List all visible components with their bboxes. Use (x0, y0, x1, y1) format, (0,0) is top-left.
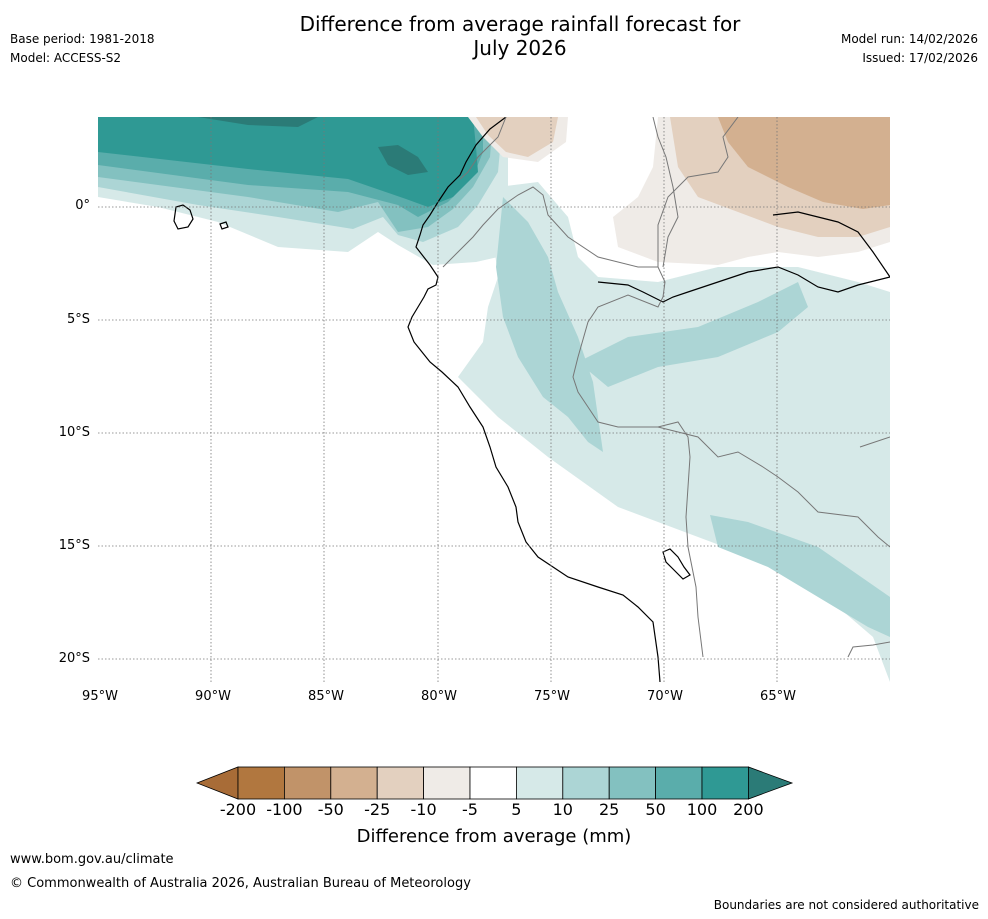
lake-titicaca (662, 548, 691, 580)
colorbar-tick-label: -10 (410, 800, 437, 819)
lon-label-85w: 85°W (308, 689, 344, 704)
colorbar-tick-label: 25 (599, 800, 620, 819)
title-line-1: Difference from average rainfall forecas… (299, 12, 741, 36)
colorbar-tick-label: 5 (511, 800, 522, 819)
lon-label-90w: 90°W (195, 689, 231, 704)
lon-label-65w: 65°W (760, 689, 796, 704)
contour-wet-10-25-south (496, 197, 890, 637)
graticule (98, 117, 890, 682)
colorbar-tick-label: 10 (552, 800, 573, 819)
lon-label-80w: 80°W (421, 689, 457, 704)
lon-label-95w: 95°W (82, 689, 118, 704)
colorbar-swatch (655, 766, 703, 800)
meta-left: Base period: 1981-2018 Model: ACCESS-S2 (10, 30, 155, 68)
colorbar-swatch (237, 766, 285, 800)
colorbar-swatch (284, 766, 332, 800)
contour-wet-100-200-nw (98, 117, 478, 207)
base-period: Base period: 1981-2018 (10, 32, 155, 46)
colorbar-tick-label: 50 (645, 800, 666, 819)
lon-label-70w: 70°W (647, 689, 683, 704)
galapagos-island-1 (173, 204, 194, 230)
national-borders (442, 117, 890, 658)
lat-label-0: 0° (75, 198, 90, 213)
colorbar-tick-label: -100 (266, 800, 303, 819)
colorbar-swatch (330, 766, 378, 800)
colorbar-tick-label: -5 (462, 800, 478, 819)
galapagos-island-2 (219, 221, 229, 230)
lat-label-10s: 10°S (58, 425, 90, 440)
lon-label-75w: 75°W (534, 689, 570, 704)
model-run: Model run: 14/02/2026 (840, 32, 978, 46)
colorbar-tick-label: 100 (686, 800, 718, 819)
colorbar-svg (195, 766, 794, 800)
colorbar-tick-label: -25 (364, 800, 391, 819)
footer-url[interactable]: www.bom.gov.au/climate (10, 852, 174, 867)
colorbar-swatch (701, 766, 749, 800)
colorbar-swatch-below-min (195, 766, 239, 800)
contour-dry-25-50-north (718, 117, 890, 209)
colorbar-swatch-above-max (748, 766, 794, 800)
footer-disclaimer: Boundaries are not considered authoritat… (713, 898, 979, 912)
lat-label-5s: 5°S (66, 312, 90, 327)
contour-wet-200plus-nw (198, 117, 428, 175)
colorbar-swatch (423, 766, 471, 800)
amazon-delta (772, 211, 890, 278)
colorbar (195, 766, 794, 800)
coastline-south-america (407, 117, 661, 682)
rainfall-map-svg (98, 117, 890, 682)
map-title: Difference from average rainfall forecas… (230, 12, 810, 60)
colorbar-swatch (608, 766, 657, 800)
title-line-2: July 2026 (473, 36, 567, 60)
colorbar-swatch (376, 766, 424, 800)
colorbar-title: Difference from average (mm) (356, 826, 632, 847)
amazon-river (597, 266, 890, 303)
colorbar-tick-label: 200 (733, 800, 764, 819)
issued-date: Issued: 17/02/2026 (862, 51, 978, 65)
meta-right: Model run: 14/02/2026 Issued: 17/02/2026 (841, 30, 978, 68)
lat-label-15s: 15°S (58, 538, 90, 553)
footer-copyright: © Commonwealth of Australia 2026, Austra… (10, 876, 471, 891)
colorbar-tick-label: -200 (219, 800, 257, 819)
model-name: Model: ACCESS-S2 (10, 51, 122, 65)
colorbar-swatch (469, 766, 517, 800)
colorbar-tick-label: -50 (317, 800, 344, 819)
lat-label-20s: 20°S (58, 651, 90, 666)
colorbar-swatch (562, 766, 610, 800)
colorbar-swatch (515, 766, 564, 800)
rainfall-map (98, 117, 890, 682)
